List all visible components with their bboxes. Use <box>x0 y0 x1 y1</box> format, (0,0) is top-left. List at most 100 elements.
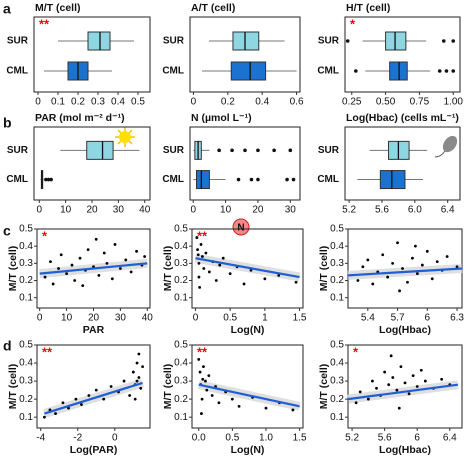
y-tick-label: 0.4 <box>330 358 344 369</box>
point <box>86 248 90 252</box>
x-tick-label: 30 <box>113 205 125 216</box>
point <box>51 282 55 286</box>
y-axis-label: M/T (cell) <box>318 246 330 292</box>
x-tick-label: 5.2 <box>342 205 356 216</box>
x-tick-label: 0.1 <box>51 97 65 108</box>
point <box>135 379 139 383</box>
chart-title: M/T (cell) <box>35 2 81 14</box>
point <box>67 406 70 410</box>
x-tick-label: 0.75 <box>410 97 430 108</box>
outlier <box>288 148 293 153</box>
point <box>210 394 214 397</box>
x-tick-label: 10 <box>61 313 73 324</box>
x-tick-label: 0.5 <box>225 433 239 444</box>
n-badge: N <box>232 218 250 236</box>
point <box>94 388 98 392</box>
point <box>249 268 253 272</box>
outlier <box>354 69 358 73</box>
point <box>277 273 281 277</box>
x-tick-label: 1 <box>262 313 268 324</box>
outlier <box>44 177 48 182</box>
y-tick-label: 0.3 <box>330 376 344 387</box>
point <box>291 408 295 412</box>
outlier <box>441 39 446 43</box>
point <box>78 256 82 260</box>
x-axis-label: Log(Hbac) <box>379 324 431 336</box>
point <box>396 241 399 245</box>
x-axis-label: Log(Hbac) <box>379 444 431 456</box>
point <box>411 256 414 260</box>
outlier <box>236 177 241 182</box>
point <box>391 376 395 379</box>
outlier <box>444 69 449 73</box>
point <box>122 379 126 383</box>
x-tick-label: 1.0 <box>259 433 273 444</box>
x-tick-label: 20 <box>252 205 264 216</box>
point <box>197 275 201 279</box>
outlier <box>451 39 456 43</box>
x-tick-label: 1.5 <box>293 313 307 324</box>
x-tick-label: -2 <box>73 433 82 444</box>
category-label: SUR <box>7 36 29 47</box>
x-tick-label: 6.4 <box>441 205 455 216</box>
x-tick-label: 0.4 <box>255 97 269 108</box>
point <box>230 397 234 401</box>
x-tick-label: 5.2 <box>345 433 359 444</box>
point <box>201 255 204 258</box>
point <box>420 263 424 267</box>
x-tick-label: 6.3 <box>450 313 464 324</box>
point <box>201 377 205 381</box>
bacterium-icon <box>434 135 458 158</box>
category-label: CML <box>317 66 339 77</box>
box <box>232 31 260 51</box>
x-tick-label: 5.7 <box>391 313 405 324</box>
category-label: SUR <box>318 145 340 156</box>
point <box>398 289 401 293</box>
category-label: SUR <box>163 145 185 156</box>
point <box>102 397 106 401</box>
x-tick-label: 0.5 <box>223 313 237 324</box>
point <box>430 277 434 281</box>
point <box>361 265 365 269</box>
outlier <box>249 177 254 182</box>
point <box>217 401 221 405</box>
point <box>205 388 209 392</box>
outlier <box>437 69 442 73</box>
y-tick-label: 0.5 <box>19 340 33 351</box>
point <box>200 397 204 401</box>
chart-title: PAR (mol m⁻² d⁻¹) <box>35 112 125 124</box>
y-tick-label: 0.2 <box>19 275 33 286</box>
point <box>197 261 201 265</box>
point <box>354 401 358 405</box>
box <box>230 61 267 81</box>
point <box>387 383 391 387</box>
point <box>263 277 267 281</box>
x-tick-label: 0 <box>36 205 42 216</box>
point <box>423 379 427 383</box>
point <box>73 279 77 282</box>
significance: ** <box>39 16 50 31</box>
point <box>207 374 211 378</box>
point <box>137 376 141 379</box>
box <box>87 31 111 51</box>
point <box>135 249 138 253</box>
category-label: CML <box>162 66 184 77</box>
point <box>65 272 68 276</box>
plot-frame <box>191 344 304 429</box>
point <box>143 255 147 258</box>
point <box>135 361 139 365</box>
point <box>94 237 98 241</box>
chart-title: A/T (cell) <box>191 2 235 14</box>
x-tick-label: 0.0 <box>192 433 206 444</box>
x-tick-label: 0.3 <box>91 97 105 108</box>
fit-line <box>44 381 143 415</box>
point <box>139 386 143 390</box>
outlier <box>230 148 234 153</box>
outlier <box>291 177 296 182</box>
point <box>70 263 74 267</box>
point <box>59 253 63 257</box>
point <box>407 392 411 396</box>
point <box>419 368 423 372</box>
x-tick-label: 6 <box>414 433 420 444</box>
